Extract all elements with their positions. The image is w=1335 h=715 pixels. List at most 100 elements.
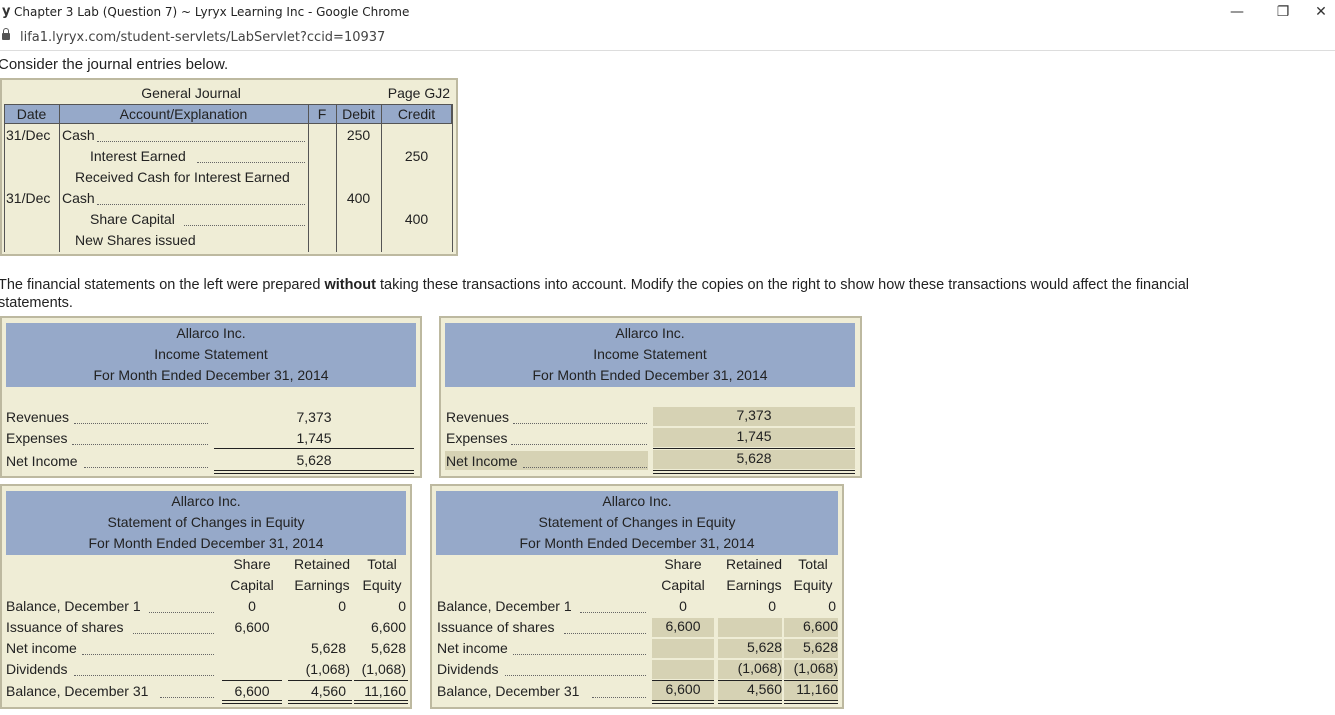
row-label: Dividends — [437, 661, 499, 677]
restore-button[interactable]: ❐ — [1276, 4, 1290, 20]
total-value: (1,068) — [361, 661, 406, 677]
instruction-text: The financial statements on the left wer… — [0, 277, 1189, 293]
col-header-earnings: Earnings — [294, 577, 350, 593]
total-value: 6,600 — [370, 619, 406, 635]
income-statement-original: Allarco Inc. Income Statement For Month … — [0, 316, 422, 478]
row-label: Balance, December 1 — [437, 598, 572, 614]
col-header-share: Share — [664, 556, 702, 572]
issuance-total-input[interactable]: 6,600 — [784, 618, 838, 637]
header-debit: Debit — [342, 106, 375, 122]
row-label: Issuance of shares — [437, 619, 555, 635]
revenues-input[interactable]: 7,373 — [653, 407, 855, 426]
row-label: Balance, December 1 — [6, 598, 141, 614]
expenses-label: Expenses — [446, 430, 508, 446]
row-label: Balance, December 31 — [6, 683, 149, 699]
share-value: 6,600 — [234, 619, 270, 635]
company-name: Allarco Inc. — [602, 493, 672, 509]
statement-period: For Month Ended December 31, 2014 — [532, 367, 768, 383]
ending-retained-input[interactable]: 4,560 — [718, 681, 782, 700]
journal-row-account: Cash — [62, 127, 95, 143]
lock-icon — [2, 28, 10, 40]
revenues-label: Revenues — [6, 409, 70, 425]
net-income-retained-input[interactable]: 5,628 — [718, 639, 782, 658]
expenses-label: Expenses — [6, 430, 68, 446]
col-header-equity: Equity — [793, 577, 833, 593]
retained-value: 5,628 — [310, 640, 346, 656]
col-header-capital: Capital — [230, 577, 274, 593]
statement-name: Income Statement — [154, 346, 268, 362]
journal-row-debit: 400 — [346, 190, 371, 206]
row-label: Dividends — [6, 661, 68, 677]
net-income-label-field[interactable] — [445, 451, 648, 470]
retained-value: 0 — [338, 598, 346, 614]
journal-row-explanation: New Shares issued — [75, 232, 196, 248]
issuance-retained-input[interactable] — [718, 618, 782, 637]
journal-row-date: 31/Dec — [6, 190, 51, 206]
col-header-total: Total — [367, 556, 397, 572]
expenses-value: 1,745 — [296, 430, 332, 446]
minimize-button[interactable]: — — [1230, 4, 1244, 20]
expenses-input[interactable]: 1,745 — [653, 428, 855, 447]
revenues-label: Revenues — [446, 409, 510, 425]
row-label: Net income — [6, 640, 77, 656]
net-income-total-input[interactable]: 5,628 — [784, 639, 838, 658]
journal-row-explanation: Received Cash for Interest Earned — [75, 169, 290, 185]
url-text[interactable]: lifa1.lyryx.com/student-servlets/LabServ… — [20, 30, 386, 45]
row-label: Issuance of shares — [6, 619, 124, 635]
journal-row-date: 31/Dec — [6, 127, 51, 143]
address-bar[interactable]: lifa1.lyryx.com/student-servlets/LabServ… — [0, 26, 1335, 51]
revenues-value: 7,373 — [296, 409, 332, 425]
company-name: Allarco Inc. — [171, 493, 241, 509]
journal-row-credit: 400 — [404, 211, 429, 227]
header-account: Account/Explanation — [119, 106, 248, 122]
dividends-retained-input[interactable]: (1,068) — [718, 660, 782, 679]
browser-title-bar: y Chapter 3 Lab (Question 7) ~ Lyryx Lea… — [0, 0, 1335, 26]
statement-period: For Month Ended December 31, 2014 — [93, 367, 329, 383]
retained-value: (1,068) — [305, 661, 350, 677]
net-income-label: Net Income — [6, 453, 78, 469]
statement-name: Income Statement — [593, 346, 707, 362]
instruction-text-line2: statements. — [0, 295, 73, 311]
share-value: 6,600 — [234, 683, 270, 699]
net-income-share-input[interactable] — [652, 639, 714, 658]
header-date: Date — [16, 106, 47, 122]
close-button[interactable]: ✕ — [1315, 4, 1327, 20]
dividends-share-input[interactable] — [652, 660, 714, 679]
intro-text: Consider the journal entries below. — [0, 56, 229, 73]
journal-title: General Journal — [141, 85, 241, 101]
net-income-label: Net Income — [446, 453, 518, 469]
ending-share-input[interactable]: 6,600 — [652, 681, 714, 700]
col-header-total: Total — [798, 556, 828, 572]
total-value: 0 — [398, 598, 406, 614]
company-name: Allarco Inc. — [176, 325, 246, 341]
statement-name: Statement of Changes in Equity — [538, 514, 736, 530]
dividends-total-input[interactable]: (1,068) — [784, 660, 838, 679]
share-value: 0 — [679, 598, 687, 614]
statement-name: Statement of Changes in Equity — [107, 514, 305, 530]
journal-row-account: Cash — [62, 190, 95, 206]
total-value: 11,160 — [364, 683, 406, 699]
retained-value: 4,560 — [310, 683, 346, 699]
row-label: Balance, December 31 — [437, 683, 580, 699]
journal-row-account: Share Capital — [90, 211, 175, 227]
total-value: 0 — [828, 598, 836, 614]
general-journal: General Journal Page GJ2 Date Account/Ex… — [0, 78, 458, 256]
lyryx-logo-icon: y — [2, 4, 11, 19]
total-value: 5,628 — [370, 640, 406, 656]
ending-total-input[interactable]: 11,160 — [784, 681, 838, 700]
row-label: Net income — [437, 640, 508, 656]
window-title: Chapter 3 Lab (Question 7) ~ Lyryx Learn… — [14, 5, 410, 19]
income-statement-modified: Allarco Inc. Income Statement For Month … — [439, 316, 862, 478]
header-f: F — [317, 106, 327, 122]
journal-row-debit: 250 — [346, 127, 371, 143]
header-credit: Credit — [397, 106, 436, 122]
statement-period: For Month Ended December 31, 2014 — [519, 535, 755, 551]
journal-page: Page GJ2 — [387, 85, 450, 101]
statement-period: For Month Ended December 31, 2014 — [88, 535, 324, 551]
share-value: 0 — [248, 598, 256, 614]
net-income-input[interactable]: 5,628 — [653, 450, 855, 469]
issuance-share-input[interactable]: 6,600 — [652, 618, 714, 637]
col-header-retained: Retained — [293, 556, 351, 572]
net-income-value: 5,628 — [296, 452, 332, 468]
col-header-retained: Retained — [725, 556, 783, 572]
